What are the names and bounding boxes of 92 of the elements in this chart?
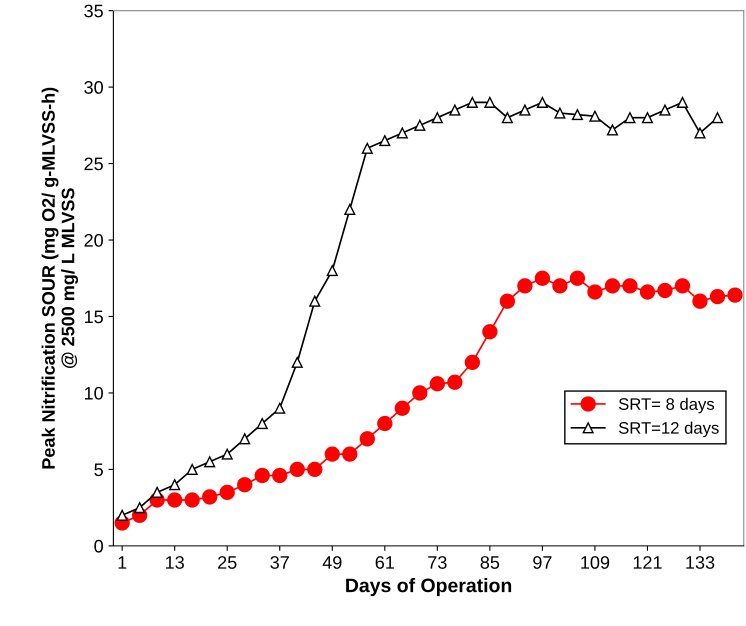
point <box>536 96 548 108</box>
y-tick-label: 0 <box>94 540 103 553</box>
y-tick-label: 25 <box>84 158 103 170</box>
point <box>237 477 252 492</box>
point <box>482 324 498 340</box>
y-tick-label: 20 <box>84 234 103 247</box>
y-tick-label: 15 <box>84 310 103 324</box>
y-tick-label: 30 <box>84 81 103 94</box>
point <box>534 270 550 286</box>
point <box>570 270 586 286</box>
x-tick-label: 49 <box>322 556 342 569</box>
point <box>659 104 671 116</box>
point <box>292 356 303 368</box>
point <box>676 96 688 108</box>
point <box>274 402 286 414</box>
point <box>552 278 568 294</box>
legend-label: SRT= 8 days <box>618 398 714 414</box>
point <box>186 464 198 475</box>
point <box>604 278 620 294</box>
point <box>254 468 270 484</box>
point <box>587 284 603 300</box>
point <box>167 492 182 508</box>
point <box>326 265 338 276</box>
point <box>519 104 530 116</box>
point <box>134 502 146 514</box>
point <box>624 112 636 124</box>
point <box>517 278 533 294</box>
point <box>152 486 163 498</box>
point <box>362 142 373 154</box>
point <box>589 110 600 122</box>
point <box>710 288 726 304</box>
point <box>414 120 426 131</box>
point <box>307 462 322 478</box>
point <box>220 484 235 500</box>
point <box>692 294 708 309</box>
x-tick-label: 61 <box>376 556 394 569</box>
x-tick-label: 133 <box>686 556 714 569</box>
point <box>116 510 128 521</box>
point <box>502 112 513 124</box>
legend-label: SRT=12 days <box>618 422 719 438</box>
y-tick-label: 35 <box>84 4 103 18</box>
point <box>484 96 496 108</box>
point <box>449 104 460 116</box>
point <box>342 446 358 462</box>
point <box>169 479 180 490</box>
point <box>622 278 638 294</box>
x-tick-label: 97 <box>533 556 552 569</box>
point <box>239 433 250 444</box>
point <box>432 112 443 124</box>
point <box>184 492 200 508</box>
point <box>324 446 340 462</box>
point <box>674 278 690 294</box>
point <box>466 96 478 108</box>
point <box>657 282 673 298</box>
point <box>377 416 392 432</box>
point <box>204 456 216 468</box>
point <box>572 109 583 120</box>
point <box>464 354 480 370</box>
point <box>202 489 218 505</box>
x-axis-title: Days of Operation <box>346 578 512 596</box>
point <box>430 376 445 392</box>
point <box>606 124 618 136</box>
point <box>394 400 410 416</box>
x-tick-label: 13 <box>166 556 184 569</box>
point <box>554 108 566 119</box>
point <box>360 431 375 446</box>
y-tick-label: 5 <box>94 464 103 476</box>
point <box>447 374 462 390</box>
point <box>379 135 390 146</box>
x-tick-label: 25 <box>218 556 236 569</box>
point <box>727 287 743 303</box>
x-tick-label: 73 <box>428 556 447 569</box>
point <box>396 127 408 139</box>
point <box>222 448 233 460</box>
point <box>256 418 268 430</box>
point <box>694 127 706 139</box>
point <box>290 462 305 478</box>
x-tick-label: 109 <box>581 556 610 569</box>
x-tick-label: 1 <box>118 556 126 569</box>
x-tick-label: 37 <box>270 556 289 569</box>
point <box>272 468 288 484</box>
point <box>640 284 656 300</box>
x-tick-label: 121 <box>634 556 662 569</box>
point <box>712 112 724 124</box>
point <box>309 296 320 307</box>
y-tick-label: 10 <box>84 386 103 400</box>
point <box>412 385 428 401</box>
point <box>500 294 516 309</box>
x-tick-label: 85 <box>480 556 500 569</box>
point <box>344 204 356 215</box>
y-axis-title: Peak Nitrification SOUR (mg O2/ g-MLVSS-h) @ 2500 mg/ L MLVSS <box>42 88 78 468</box>
point <box>642 112 654 124</box>
